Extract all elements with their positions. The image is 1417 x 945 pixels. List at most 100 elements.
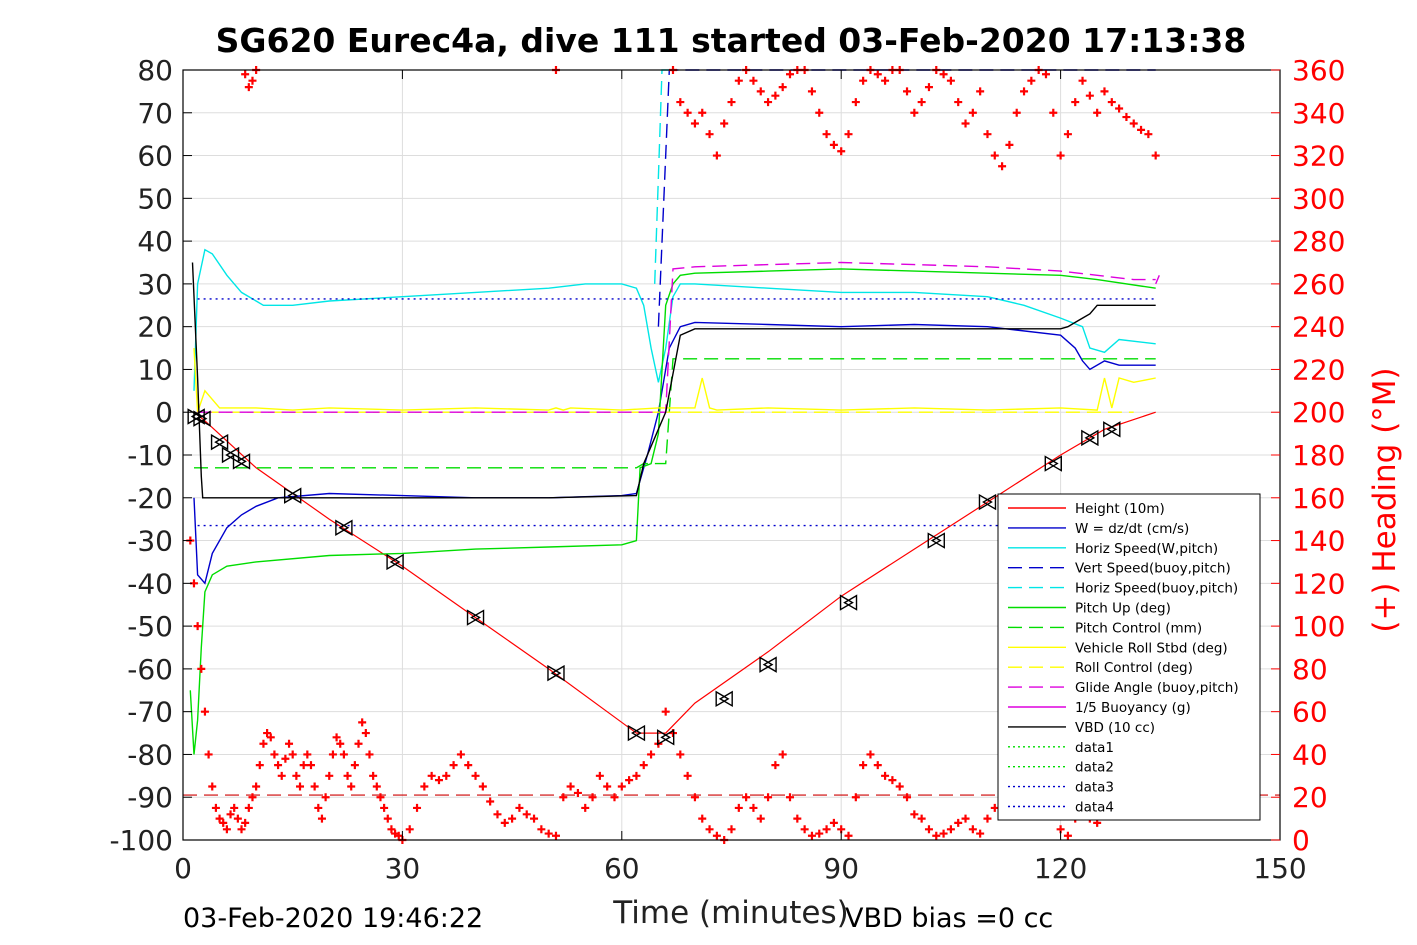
heading-point [328, 750, 337, 759]
legend-label-pitch: Pitch Up (deg) [1075, 601, 1171, 617]
heading-point [881, 771, 890, 780]
legend-label-vert_buoy: Vert Speed(buoy,pitch) [1075, 561, 1231, 577]
heading-point [764, 98, 773, 107]
heading-point [822, 825, 831, 834]
heading-point [233, 814, 242, 823]
heading-point [321, 793, 330, 802]
heading-point [347, 782, 356, 791]
legend-label-horiz_buoy: Horiz Speed(buoy,pitch) [1075, 581, 1238, 597]
heading-point [387, 825, 396, 834]
heading-point [208, 782, 217, 791]
heading-point [259, 739, 268, 748]
heading-point [756, 87, 765, 96]
height-marker [335, 519, 353, 536]
height-marker [386, 553, 404, 571]
y2-tick-label: 180 [1292, 439, 1345, 472]
heading-point [807, 831, 816, 840]
y-tick-label: -90 [127, 781, 173, 814]
heading-point [822, 130, 831, 139]
legend-label-pitch_ctl: Pitch Control (mm) [1075, 620, 1202, 636]
legend-label-roll_ctl: Roll Control (deg) [1075, 660, 1193, 676]
heading-point [851, 98, 860, 107]
y2-tick-label: 340 [1292, 97, 1345, 130]
heading-point [903, 793, 912, 802]
heading-point [285, 739, 294, 748]
heading-point [895, 782, 904, 791]
heading-point [394, 831, 403, 840]
heading-point [197, 664, 206, 673]
heading-point [296, 782, 305, 791]
y2-tick-label: 300 [1292, 182, 1345, 215]
y2-tick-label: 280 [1292, 225, 1345, 258]
y-tick-label: -30 [127, 525, 173, 558]
heading-point [705, 130, 714, 139]
heading-point [712, 831, 721, 840]
y2-axis-label: (+) Heading (°M) [1367, 367, 1403, 632]
series-line-roll [193, 348, 1156, 413]
heading-point [954, 98, 963, 107]
heading-point [383, 814, 392, 823]
height-marker [547, 664, 565, 682]
y2-tick-label: 220 [1292, 353, 1345, 386]
y2-tick-label: 160 [1292, 482, 1345, 515]
heading-point [1041, 70, 1050, 79]
heading-point [786, 70, 795, 79]
heading-point [829, 140, 838, 149]
heading-point [939, 829, 948, 838]
y-tick-label: -100 [109, 824, 173, 857]
y-tick-label: 70 [137, 97, 173, 130]
heading-point [683, 771, 692, 780]
heading-point [917, 98, 926, 107]
heading-point [778, 83, 787, 92]
y-tick-label: -70 [127, 696, 173, 729]
heading-point [647, 750, 656, 759]
heading-point [815, 829, 824, 838]
y2-tick-label: 20 [1292, 781, 1328, 814]
legend-label-w: W = dz/dt (cm/s) [1075, 521, 1189, 537]
x-tick-label: 60 [604, 852, 640, 885]
heading-point [990, 151, 999, 160]
heading-point [859, 76, 868, 85]
heading-point [873, 761, 882, 770]
height-marker [221, 446, 240, 464]
heading-point [910, 108, 919, 117]
heading-point [734, 803, 743, 812]
heading-point [486, 797, 495, 806]
height-marker [210, 433, 229, 451]
heading-point [676, 98, 685, 107]
heading-point [976, 829, 985, 838]
height-marker [978, 493, 997, 511]
heading-point [881, 76, 890, 85]
heading-point [866, 750, 875, 759]
heading-point [522, 810, 531, 819]
heading-point [676, 750, 685, 759]
y-tick-label: -60 [127, 653, 173, 686]
heading-point [270, 750, 279, 759]
heading-point [588, 793, 597, 802]
heading-point [793, 814, 802, 823]
heading-point [493, 810, 502, 819]
heading-point [976, 87, 985, 96]
heading-point [559, 793, 568, 802]
y-tick-label: -80 [127, 738, 173, 771]
heading-point [413, 803, 422, 812]
height-marker [232, 453, 251, 470]
x-tick-label: 30 [385, 852, 421, 885]
heading-point [1063, 130, 1072, 139]
heading-point [380, 803, 389, 812]
heading-point [727, 825, 736, 834]
heading-point [954, 818, 963, 827]
height-marker [284, 487, 302, 504]
heading-point [478, 782, 487, 791]
heading-point [990, 803, 999, 812]
heading-point [705, 825, 714, 834]
heading-point [1100, 87, 1109, 96]
heading-point [690, 793, 699, 802]
heading-point [442, 771, 451, 780]
heading-point [873, 70, 882, 79]
legend-label-buoy: 1/5 Buoyancy (g) [1075, 700, 1191, 716]
heading-point [204, 750, 213, 759]
heading-point [1129, 119, 1138, 128]
y2-axis-ticks: 3603403203002802602402202001801601401201… [1271, 54, 1345, 857]
